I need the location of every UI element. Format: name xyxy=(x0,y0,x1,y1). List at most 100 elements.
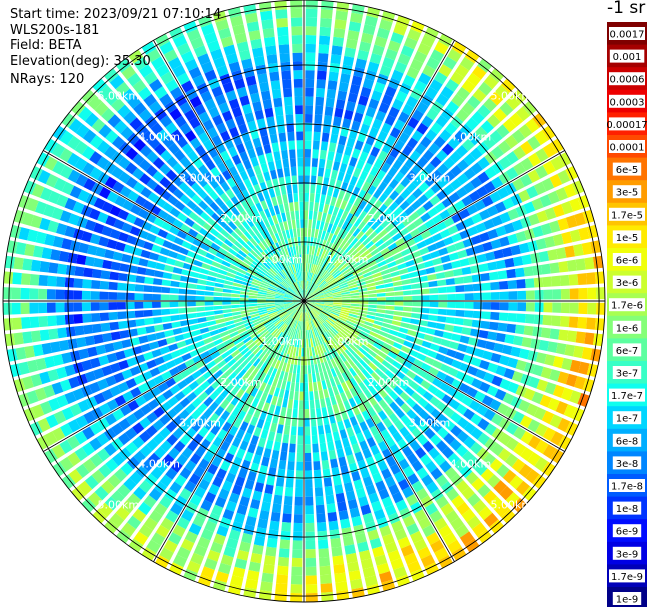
beta-cell xyxy=(325,97,335,108)
beta-cell xyxy=(445,316,456,324)
beta-cell xyxy=(559,274,570,286)
beta-cell xyxy=(409,211,420,222)
beta-cell xyxy=(520,140,534,155)
beta-cell xyxy=(549,414,563,429)
beta-cell xyxy=(435,240,446,249)
beta-cell xyxy=(532,474,547,489)
beta-cell xyxy=(526,185,539,199)
beta-cell xyxy=(340,362,349,372)
beta-cell xyxy=(337,171,345,182)
beta-cell xyxy=(319,335,325,344)
beta-cell xyxy=(389,463,401,475)
beta-cell xyxy=(480,272,490,282)
beta-cell xyxy=(352,252,361,261)
beta-cell xyxy=(389,443,401,455)
beta-cell xyxy=(304,140,312,150)
beta-cell xyxy=(417,368,428,379)
beta-cell xyxy=(361,181,371,192)
beta-cell xyxy=(388,390,399,401)
beta-cell xyxy=(424,175,436,187)
beta-cell xyxy=(518,348,530,360)
beta-cell xyxy=(341,307,351,311)
beta-cell xyxy=(402,515,416,528)
beta-cell xyxy=(456,501,471,516)
beta-cell xyxy=(408,324,419,331)
beta-cell xyxy=(315,298,325,301)
beta-cell xyxy=(351,75,363,87)
beta-cell xyxy=(470,162,483,175)
beta-cell xyxy=(373,158,384,169)
beta-cell xyxy=(424,402,436,414)
beta-cell xyxy=(506,268,517,279)
colorbar-tick-label: 6e-7 xyxy=(616,346,639,357)
beta-cell xyxy=(328,280,337,287)
beta-cell xyxy=(451,333,462,342)
beta-cell xyxy=(324,261,332,271)
beta-cell xyxy=(350,292,360,296)
beta-cell xyxy=(489,130,503,144)
beta-cell xyxy=(397,111,410,124)
beta-cell xyxy=(328,329,336,338)
beta-cell xyxy=(463,408,475,421)
beta-cell xyxy=(502,469,517,484)
beta-cell xyxy=(429,250,440,259)
beta-cell xyxy=(435,322,446,330)
beta-cell xyxy=(366,314,376,320)
beta-cell xyxy=(510,346,521,358)
beta-cell xyxy=(377,243,388,252)
beta-cell xyxy=(468,456,482,470)
beta-cell xyxy=(416,488,429,501)
beta-cell xyxy=(308,263,312,273)
beta-cell xyxy=(458,208,471,220)
beta-cell xyxy=(419,282,429,289)
beta-cell xyxy=(469,147,483,161)
beta-cell xyxy=(533,314,544,325)
beta-cell xyxy=(304,289,307,299)
beta-cell xyxy=(311,309,319,317)
beta-cell xyxy=(350,298,360,301)
beta-cell xyxy=(555,247,567,260)
beta-cell xyxy=(351,4,365,15)
beta-cell xyxy=(365,69,377,81)
beta-cell xyxy=(324,106,334,117)
beta-cell xyxy=(368,126,380,138)
beta-cell xyxy=(340,200,348,210)
beta-cell xyxy=(337,384,344,394)
beta-cell xyxy=(320,283,329,290)
beta-cell xyxy=(358,392,368,402)
beta-cell xyxy=(323,250,329,260)
beta-cell xyxy=(322,123,331,134)
beta-cell xyxy=(345,222,353,233)
beta-cell xyxy=(358,95,369,107)
beta-cell xyxy=(399,391,410,402)
beta-cell xyxy=(540,263,551,275)
beta-cell xyxy=(353,240,362,249)
beta-cell xyxy=(430,182,442,194)
beta-cell xyxy=(493,342,504,353)
colorbar-tick-label: 1.7e-7 xyxy=(611,391,643,402)
beta-cell xyxy=(472,88,487,103)
beta-cell xyxy=(347,358,356,367)
beta-cell xyxy=(343,192,351,202)
beta-cell xyxy=(513,162,526,176)
beta-cell xyxy=(368,293,377,298)
beta-cell xyxy=(385,256,395,264)
beta-cell xyxy=(329,282,338,288)
beta-cell xyxy=(495,332,506,343)
beta-cell xyxy=(430,434,442,446)
beta-cell xyxy=(354,321,364,327)
beta-cell xyxy=(323,321,331,330)
beta-cell xyxy=(374,36,388,48)
beta-cell xyxy=(541,125,556,141)
beta-cell xyxy=(349,311,359,316)
beta-cell xyxy=(489,399,502,411)
beta-cell xyxy=(489,458,503,472)
beta-cell xyxy=(358,246,368,255)
beta-cell xyxy=(547,190,560,205)
beta-cell xyxy=(436,221,447,232)
beta-cell xyxy=(406,453,419,465)
beta-cell xyxy=(318,44,330,54)
beta-cell xyxy=(381,142,393,154)
beta-cell xyxy=(330,283,339,289)
beta-cell xyxy=(397,211,408,222)
